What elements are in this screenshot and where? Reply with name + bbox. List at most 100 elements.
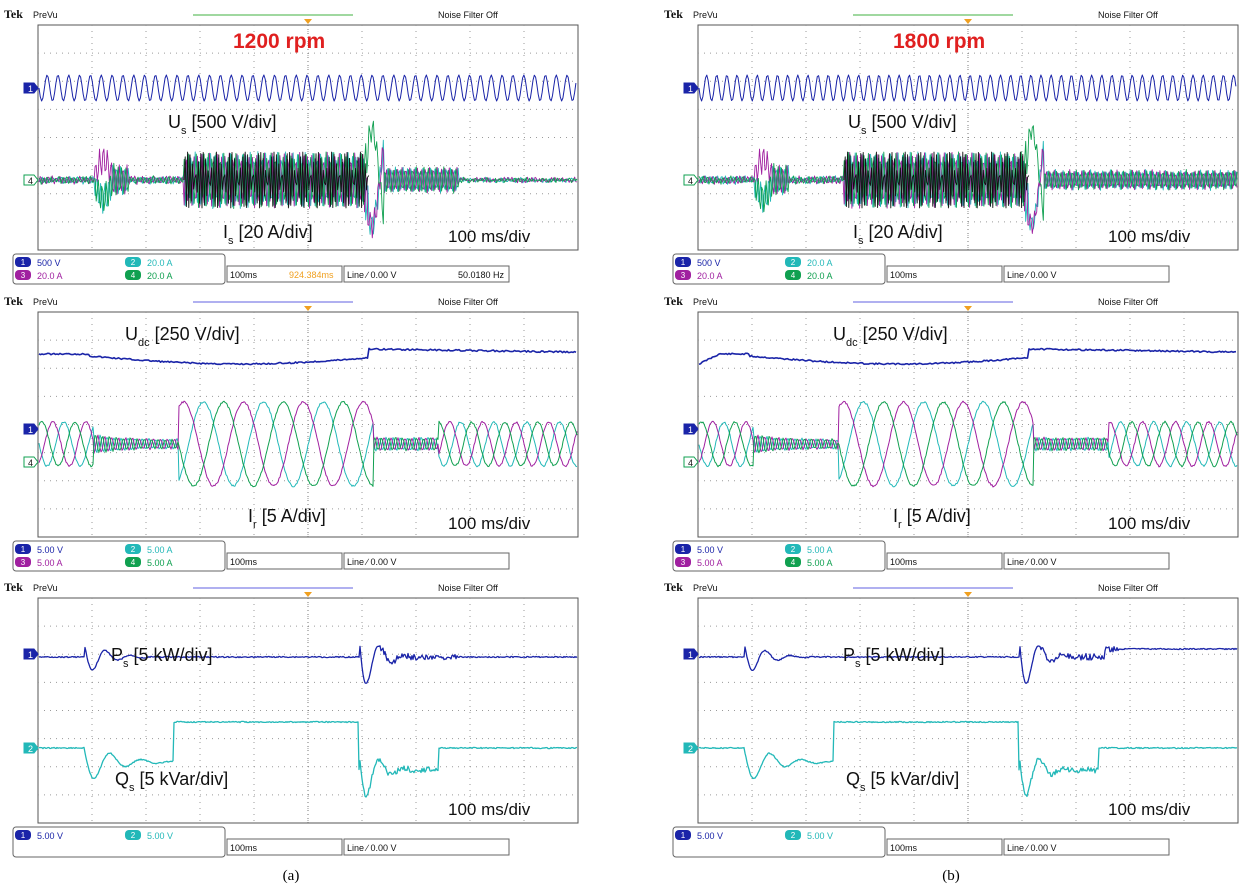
scope-a-1-cursor-time: 924.384ms (289, 270, 334, 280)
scope-b-2: Tek PreVu Noise Filter Off 1 5.00 V 2 5.00 A 3 5… (663, 292, 1241, 582)
scope-b-1-ch2-scale: 20.0 A (807, 258, 833, 268)
scope-b-2-timebase-box (886, 552, 1003, 570)
scope-b-2-ch4-marker (683, 456, 699, 468)
scope-a-2-channel-readout-box (12, 540, 226, 572)
scope-a-2-ch3-badge (15, 557, 31, 567)
scope-a-1-ch2-number: 2 (131, 258, 136, 267)
scope-a-3-ps-trace (38, 645, 578, 684)
scope-a-2-ch2-scale: 5.00 A (147, 545, 173, 555)
scope-b-1-ch2-badge (785, 257, 801, 267)
scope-b-2-svg: Tek PreVu Noise Filter Off 1 5.00 V 2 5.00 A 3 5… (664, 294, 1239, 572)
scope-b-2-timebase: 100ms (890, 557, 918, 567)
scope-b-1-rpm-title: 1800 rpm (893, 30, 985, 53)
scope-b-2-ch2-scale: 5.00 A (807, 545, 833, 555)
scope-b-2-ch1-badge (675, 544, 691, 554)
scope-a-2-timebase-box (226, 552, 343, 570)
scope-b-2-prevu: PreVu (693, 297, 718, 307)
scope-b-3-svg: Tek PreVu Noise Filter Off 1 5.00 V 2 5.00 V 10… (664, 580, 1239, 858)
scope-b-2-signal-label-1: Ir [5 A/div] (893, 506, 971, 531)
scope-a-3: Tek PreVu Noise Filter Off 1 5.00 V 2 5.00 V 10… (3, 578, 583, 868)
scope-a-1-tek-brand: Tek (4, 7, 23, 21)
scope-a-3-timebase-box (226, 838, 343, 856)
scope-b-3-tek-brand: Tek (664, 580, 683, 594)
scope-b-2-ch1-scale: 5.00 V (697, 545, 723, 555)
scope-b-1-prevu: PreVu (693, 10, 718, 20)
scope-a-1-ch2-badge (125, 257, 141, 267)
scope-b-3-prevu: PreVu (693, 583, 718, 593)
scope-a-1-timebase-box (226, 265, 343, 283)
scope-a-1-ch4-number: 4 (131, 271, 136, 280)
scope-b-1: Tek PreVu Noise Filter Off 1800 rpm 1 500 V 2 2… (663, 5, 1241, 295)
scope-b-2-ch4-badge (785, 557, 801, 567)
scope-a-3-ch2-marker-label: 2 (28, 744, 33, 754)
scope-b-1-ch3-number: 3 (681, 271, 686, 280)
scope-a-1-frequency: 50.0180 Hz (458, 270, 505, 280)
scope-b-2-ir-ch3-trace (698, 400, 1238, 488)
scope-b-1-time-div: 100 ms/div (1108, 227, 1191, 246)
scope-a-3-tek-brand: Tek (4, 580, 23, 594)
scope-a-1-noise-filter: Noise Filter Off (438, 10, 498, 20)
scope-b-3-ch2-scale: 5.00 V (807, 831, 833, 841)
scope-b-1-timebase: 100ms (890, 270, 918, 280)
scope-a-1-ch1-scale: 500 V (37, 258, 61, 268)
scope-a-1-trigger-box (343, 265, 510, 283)
scope-b-2-ch3-number: 3 (681, 558, 686, 567)
scope-b-3-ch1-badge (675, 830, 691, 840)
scope-b-2-ch2-number: 2 (791, 545, 796, 554)
scope-a-2-ch2-number: 2 (131, 545, 136, 554)
scope-a-3-ch1-marker (23, 648, 39, 660)
scope-b-3-ch2-marker-label: 2 (688, 744, 693, 754)
scope-b-3-signal-label-1: Qs [5 kVar/div] (846, 769, 959, 794)
scope-b-2-ch1-number: 1 (681, 545, 686, 554)
scope-a-1-time-div: 100 ms/div (448, 227, 531, 246)
caption-b: (b) (942, 868, 960, 884)
scope-b-1-is-envelope (843, 151, 1030, 209)
scope-a-2-ch1-number: 1 (21, 545, 26, 554)
scope-b-1-ch4-marker (683, 174, 699, 186)
scope-b-2-ir-ch2-trace (698, 400, 1238, 488)
scope-b-2-channel-readout-box (672, 540, 886, 572)
scope-a-1-ch4-marker-label: 4 (28, 176, 33, 186)
scope-b-1-trigger-pos-icon (964, 19, 972, 24)
scope-b-1-tek-brand: Tek (664, 7, 683, 21)
scope-a-3-timebase: 100ms (230, 843, 258, 853)
scope-b-2-ch2-badge (785, 544, 801, 554)
scope-b-1-svg: Tek PreVu Noise Filter Off 1800 rpm 1 500 V 2 2… (664, 7, 1239, 285)
scope-a-2-time-div: 100 ms/div (448, 514, 531, 533)
scope-a-3-noise-filter: Noise Filter Off (438, 583, 498, 593)
scope-b-3-ch1-marker (683, 648, 699, 660)
scope-b-3-qs-trace (698, 720, 1238, 798)
scope-b-1-ch4-marker-label: 4 (688, 176, 693, 186)
scope-a-3-trigger-pos-icon (304, 592, 312, 597)
scope-b-2-ch4-number: 4 (791, 558, 796, 567)
scope-a-1-ch1-number: 1 (21, 258, 26, 267)
scope-a-1-prevu: PreVu (33, 10, 58, 20)
scope-a-3-ch1-badge (15, 830, 31, 840)
scope-a-2-ch4-badge (125, 557, 141, 567)
scope-a-1-timebase: 100ms (230, 270, 258, 280)
scope-b-3-channel-readout-box (672, 826, 886, 858)
scope-b-1-us-trace (698, 74, 1237, 102)
scope-b-1-is-ch4-trace (698, 125, 1238, 221)
scope-a-2-ch1-scale: 5.00 V (37, 545, 63, 555)
scope-a-1-svg: Tek PreVu Noise Filter Off 1200 rpm 1 500 V 2 2… (4, 7, 579, 285)
scope-a-1-ch1-badge (15, 257, 31, 267)
scope-a-2-udc-trace (38, 347, 577, 366)
scope-b-2-trigger-pos-icon (964, 306, 972, 311)
scope-b-1-trigger: Line ∕ 0.00 V (1007, 270, 1057, 280)
scope-b-1-trigger-box (1003, 265, 1170, 283)
scope-a-3-ch1-number: 1 (21, 831, 26, 840)
scope-a-1-ch4-scale: 20.0 A (147, 271, 173, 281)
scope-a-2-ir-ch2-trace (38, 401, 578, 488)
scope-b-1-ch2-number: 2 (791, 258, 796, 267)
scope-a-1-ch1-marker (23, 82, 39, 94)
scope-a-2-ir-ch3-trace (38, 400, 578, 487)
scope-a-2-noise-filter: Noise Filter Off (438, 297, 498, 307)
scope-b-3-ch2-marker (683, 742, 699, 754)
scope-a-1-ch3-number: 3 (21, 271, 26, 280)
scope-a-3-ch1-marker-label: 1 (28, 650, 33, 660)
scope-a-3-ch2-scale: 5.00 V (147, 831, 173, 841)
scope-b-3-noise-filter: Noise Filter Off (1098, 583, 1158, 593)
scope-b-1-ch4-scale: 20.0 A (807, 271, 833, 281)
scope-b-3-ch1-number: 1 (681, 831, 686, 840)
